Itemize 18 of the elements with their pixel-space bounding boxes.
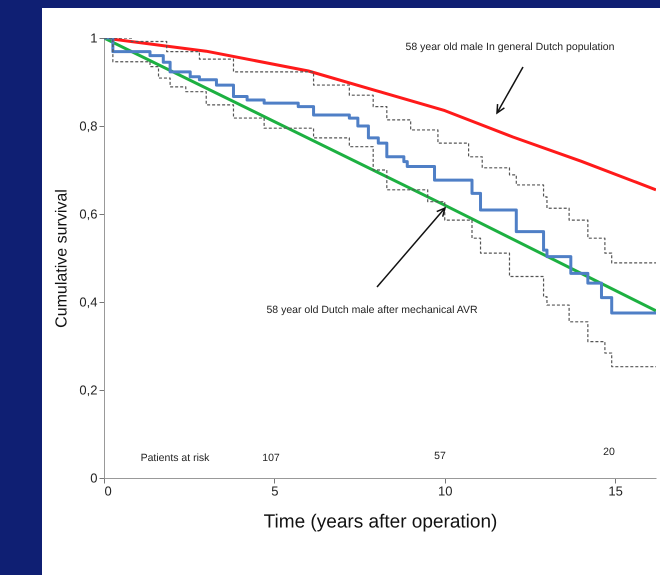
x-tick-label: 15	[608, 484, 623, 498]
y-tick-label: 0,8	[79, 118, 98, 134]
annotation: 58 year old male In general Dutch population	[406, 41, 615, 53]
x-tick-label: 0	[104, 484, 112, 498]
y-tick-label: 0	[90, 470, 98, 486]
y-tick-label: 1	[90, 30, 98, 46]
annotation: Patients at risk	[140, 452, 210, 464]
y-tick-label: 0,4	[79, 294, 98, 310]
annotation: 58 year old Dutch male after mechanical AVR	[266, 304, 478, 316]
y-tick-label: 0,6	[79, 206, 98, 222]
x-tick-label: 5	[271, 484, 278, 498]
annotation: 57	[434, 450, 446, 462]
annotation: 20	[603, 446, 615, 458]
y-tick-label: 0,2	[79, 382, 98, 398]
x-axis-title: Time (years after operation)	[264, 512, 498, 532]
annotation: 107	[262, 452, 280, 464]
y-axis-title: Cumulative survival	[53, 189, 70, 328]
x-tick-label: 10	[438, 484, 452, 498]
